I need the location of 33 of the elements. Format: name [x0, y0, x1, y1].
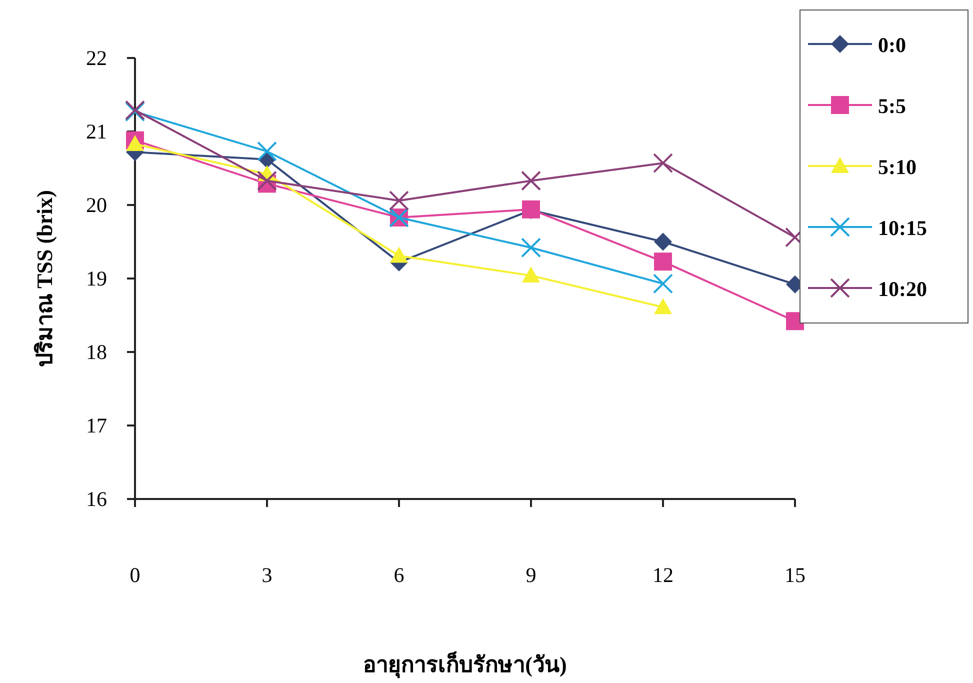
point [126, 134, 144, 151]
y-tick-label: 18 [86, 340, 107, 364]
point [257, 170, 277, 191]
legend-label: 10:15 [878, 216, 927, 240]
point [654, 232, 672, 251]
point [521, 238, 541, 258]
point [654, 298, 672, 314]
legend-label: 5:10 [878, 155, 916, 179]
y-tick-label: 20 [86, 193, 107, 217]
legend-label: 5:5 [878, 94, 906, 118]
y-tick-label: 16 [86, 487, 107, 511]
x-tick-label: 15 [784, 563, 806, 587]
point [257, 141, 277, 162]
y-tick-label: 21 [86, 120, 107, 144]
point [390, 246, 408, 263]
point [521, 170, 541, 191]
x-tick-label: 0 [130, 563, 140, 587]
point [389, 190, 409, 211]
legend-label: 10:20 [878, 277, 927, 301]
point [654, 252, 672, 271]
point [653, 153, 673, 174]
y-tick-label: 17 [86, 414, 107, 438]
y-tick-label: 19 [86, 266, 107, 290]
x-tick-label: 3 [262, 563, 272, 587]
x-axis-title: อายุการเก็บรักษา(วัน) [363, 650, 567, 679]
point [653, 274, 673, 294]
x-tick-label: 9 [526, 563, 536, 587]
x-tick-label: 12 [652, 563, 674, 587]
x-tick-label: 6 [394, 563, 404, 587]
y-tick-label: 22 [86, 46, 107, 70]
y-axis-title: ปริมาณ TSS (brix) [32, 190, 57, 367]
legend-label: 0:0 [878, 33, 906, 57]
point [522, 266, 540, 283]
